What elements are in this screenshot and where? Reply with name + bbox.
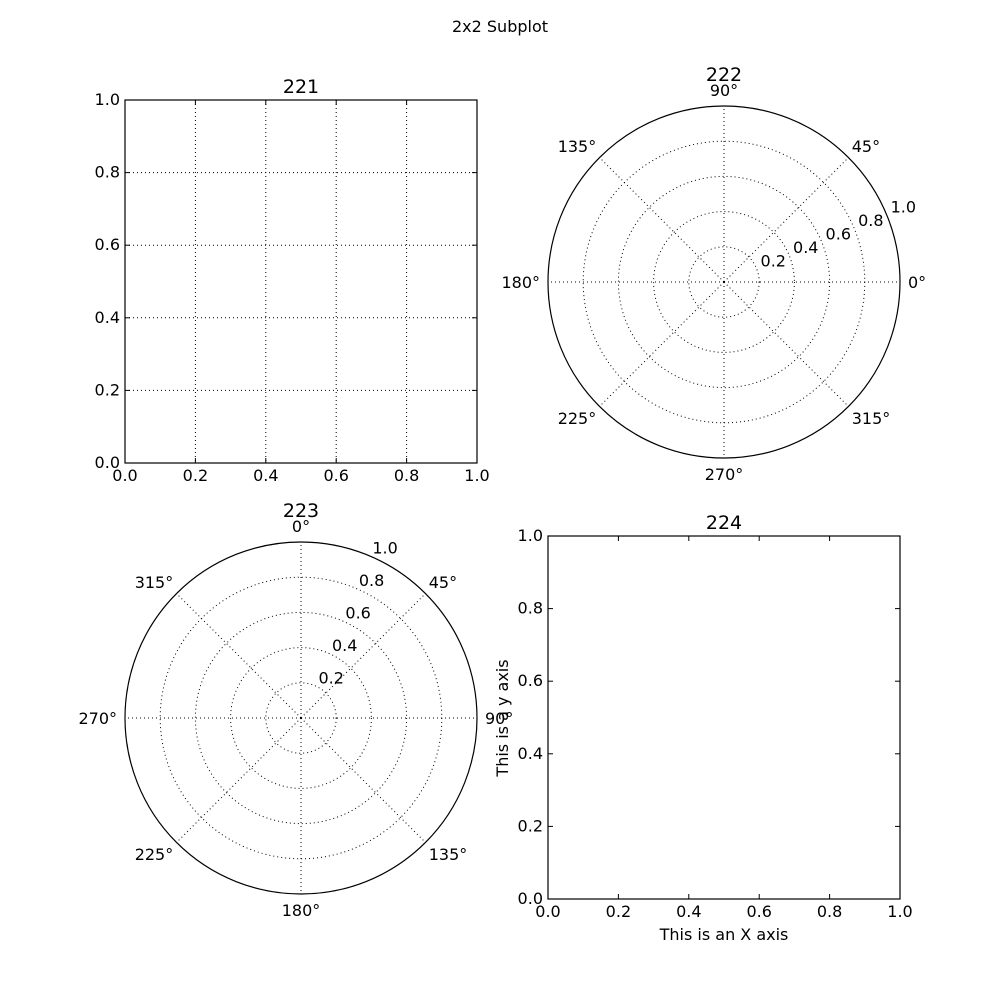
subplot-222: 222 0° 45° 90° 135° 180° 225° 270° 315° 0.2 0.4 0.… <box>501 64 926 484</box>
subplot-222-angle-label-2: 90° <box>710 81 738 100</box>
subplot-221-ytick-label-5: 1.0 <box>95 90 120 109</box>
subplot-222-rtick-label-3: 0.8 <box>858 211 883 230</box>
subplot-221-ytick-label-3: 0.6 <box>95 235 120 254</box>
subplot-222-marks: 0° 45° 90° 135° 180° 225° 270° 315° 0.2 0.4 0.6 0.8… <box>501 81 926 484</box>
subplot-222-angle-label-4: 180° <box>501 273 540 292</box>
subplot-221-xtick-label-4: 0.8 <box>394 466 419 485</box>
subplot-224-ytick-label-5: 1.0 <box>518 526 543 545</box>
subplot-221-xtick-label-1: 0.2 <box>183 466 208 485</box>
subplot-224-xtick-label-1: 0.2 <box>606 902 631 921</box>
subplot-223-title: 223 <box>283 500 319 522</box>
subplot-223-rtick-label-0: 0.2 <box>318 668 343 687</box>
subplot-222-rtick-label-2: 0.6 <box>826 225 851 244</box>
subplot-222-angle-label-7: 315° <box>852 409 891 428</box>
subplot-222-rtick-label-4: 1.0 <box>891 198 916 217</box>
subplot-223-rtick-label-3: 0.8 <box>359 571 384 590</box>
subplot-222-angle-label-5: 225° <box>558 409 597 428</box>
subplot-223-angle-label-6: 270° <box>78 709 117 728</box>
subplot-223-angle-label-4: 180° <box>282 901 321 920</box>
subplot-221-xtick-label-5: 1.0 <box>464 466 489 485</box>
subplot-221-ytick-label-1: 0.2 <box>95 380 120 399</box>
subplot-223-thetagrid-3 <box>300 717 426 843</box>
subplot-224-ytick-label-2: 0.4 <box>518 744 543 763</box>
subplot-222-thetagrid-7 <box>723 281 849 407</box>
subplot-223-angle-label-2: 90° <box>485 709 513 728</box>
subplot-223-frame <box>124 541 478 895</box>
subplot-222-angle-label-6: 270° <box>705 465 744 484</box>
subplot-223-rtick-label-4: 1.0 <box>372 538 397 557</box>
subplot-223-angle-label-5: 225° <box>135 845 174 864</box>
subplot-221-ytick-label-2: 0.4 <box>95 308 120 327</box>
subplot-222-angle-label-1: 45° <box>852 137 880 156</box>
subplot-221-xtick-label-3: 0.6 <box>323 466 348 485</box>
subplot-224-xlabel: This is an X axis <box>659 925 789 944</box>
subplot-224-marks: 0.0 0.2 0.4 0.6 0.8 1.0 0.0 0.2 0.4 0.6 0.8 1.0 <box>518 526 913 921</box>
subplot-224-xtick-label-0: 0.0 <box>535 902 560 921</box>
subplot-223-thetagrid-1 <box>300 593 426 719</box>
subplot-222-thetagrid-3 <box>599 157 725 283</box>
subplot-224-ytick-label-0: 0.0 <box>518 889 543 908</box>
subplot-224-frame <box>547 535 901 900</box>
subplot-222-thetagrid-1 <box>723 157 849 283</box>
subplot-221-xtick-label-0: 0.0 <box>112 466 137 485</box>
subplot-221-marks: 0.0 0.2 0.4 0.6 0.8 1.0 0.0 0.2 0.4 0.6 0.8 1.0 <box>95 90 490 485</box>
subplot-223-angle-label-3: 135° <box>429 845 468 864</box>
subplot-221: 221 0.0 0.2 0.4 0.6 0.8 1.0 0.0 0.2 0.4 0.6 0.8 1.0 <box>95 76 490 485</box>
subplot-223-rgrid-1 <box>230 647 372 789</box>
subplot-224-xtick-label-2: 0.4 <box>676 902 701 921</box>
subplot-222-thetagrid-5 <box>599 281 725 407</box>
subplot-223-angle-label-1: 45° <box>429 573 457 592</box>
subplot-222-rgrid-0 <box>688 246 760 318</box>
subplot-221-frame <box>124 99 478 464</box>
subplot-224-title: 224 <box>706 512 742 534</box>
subplot-223-rgrid-0 <box>265 682 337 754</box>
subplot-222-angle-label-3: 135° <box>558 137 597 156</box>
subplot-223-thetagrid-7 <box>176 593 302 719</box>
subplot-223-angle-label-7: 315° <box>135 573 174 592</box>
subplot-222-title: 222 <box>706 64 742 86</box>
subplot-223: 223 0° 45° 90° 135° 180° 225° 270° 315° 0.2 0.4 0.… <box>78 500 513 920</box>
subplot-224-xtick-label-4: 0.8 <box>817 902 842 921</box>
subplot-223-marks: 0° 45° 90° 135° 180° 225° 270° 315° 0.2 0.4 0.6 0.8… <box>78 517 513 920</box>
subplot-222-rtick-label-1: 0.4 <box>793 238 818 257</box>
subplot-221-title: 221 <box>283 76 319 98</box>
subplot-222-angle-label-0: 0° <box>908 273 926 292</box>
subplot-224-ytick-label-1: 0.2 <box>518 816 543 835</box>
subplot-222-rtick-label-0: 0.2 <box>761 252 786 271</box>
figure-suptitle: 2x2 Subplot <box>452 17 548 36</box>
subplot-222-frame <box>547 105 901 459</box>
subplot-224-xtick-label-3: 0.6 <box>746 902 771 921</box>
subplot-223-angle-label-0: 0° <box>292 517 310 536</box>
subplot-221-ytick-label-0: 0.0 <box>95 453 120 472</box>
subplot-222-rgrid-1 <box>653 211 795 353</box>
subplot-222-origin <box>722 280 726 284</box>
subplot-222-rgrid-2 <box>617 175 831 389</box>
subplot-223-rtick-label-2: 0.6 <box>345 603 370 622</box>
subplot-224-ytick-label-4: 0.8 <box>518 599 543 618</box>
subplot-223-rtick-label-1: 0.4 <box>332 636 357 655</box>
subplot-223-origin <box>299 716 303 720</box>
subplot-223-rgrid-2 <box>194 611 408 825</box>
subplot-224-ylabel: This is a y axis <box>493 659 512 777</box>
subplot-221-ytick-label-4: 0.8 <box>95 163 120 182</box>
subplot-224-xtick-label-5: 1.0 <box>887 902 912 921</box>
subplot-221-xtick-label-2: 0.4 <box>253 466 278 485</box>
subplot-224-ytick-label-3: 0.6 <box>518 671 543 690</box>
subplot-224: 224 This is an X axis This is a y axis 0… <box>493 512 913 944</box>
subplot-223-thetagrid-5 <box>176 717 302 843</box>
